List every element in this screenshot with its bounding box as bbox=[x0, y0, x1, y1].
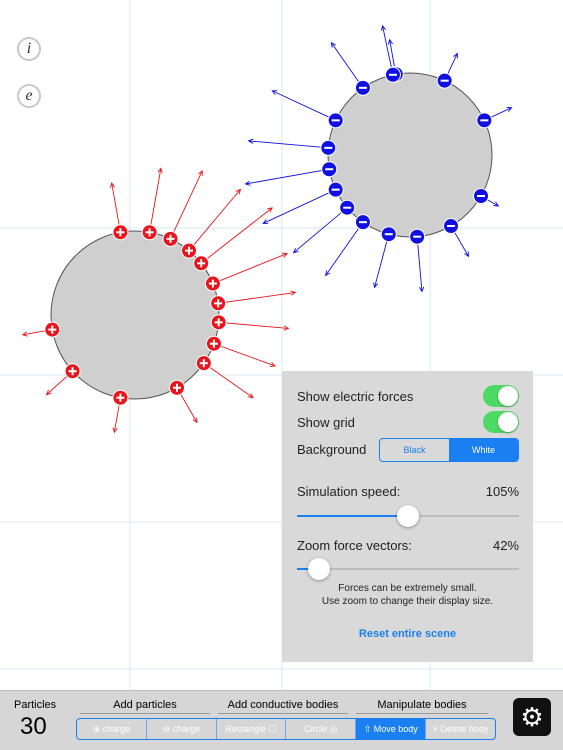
background-black-option[interactable]: Black bbox=[403, 445, 426, 455]
speed-slider-fill bbox=[297, 515, 408, 517]
show-forces-row: Show electric forces bbox=[297, 385, 519, 407]
force-vector bbox=[203, 362, 254, 398]
force-arrowhead bbox=[45, 389, 52, 396]
force-vector bbox=[382, 25, 394, 75]
force-vector bbox=[331, 42, 364, 89]
force-arrowhead bbox=[235, 188, 242, 195]
force-arrowhead bbox=[493, 201, 500, 207]
force-vector bbox=[416, 236, 423, 292]
force-arrowhead bbox=[292, 247, 299, 254]
force-vector bbox=[213, 343, 276, 367]
background-row: Background Black White bbox=[297, 438, 519, 462]
force-arrowhead bbox=[506, 107, 513, 112]
info-button[interactable]: i bbox=[17, 37, 41, 61]
force-arrowhead bbox=[267, 207, 273, 213]
speed-row: Simulation speed: 105% bbox=[297, 484, 519, 499]
show-grid-row: Show grid bbox=[297, 411, 519, 433]
force-vector bbox=[325, 221, 364, 276]
force-arrowhead bbox=[247, 393, 254, 399]
force-arrowhead bbox=[244, 180, 251, 186]
force-vector bbox=[149, 168, 162, 233]
force-arrowhead bbox=[282, 252, 289, 258]
force-vector bbox=[200, 207, 273, 264]
tool-segmented-control[interactable]: ⊕ charge ⊖ charge Rectangle ☐ Circle ◎ ⇧… bbox=[76, 718, 496, 740]
background-segmented-control[interactable]: Black White bbox=[379, 438, 519, 462]
show-forces-toggle[interactable] bbox=[483, 385, 519, 407]
force-arrowhead bbox=[109, 182, 116, 188]
background-label: Background bbox=[297, 442, 367, 457]
speed-slider-knob[interactable] bbox=[397, 505, 419, 527]
bottom-toolbar: Particles 30 Add particles Add conductiv… bbox=[0, 690, 563, 750]
zoom-label: Zoom force vectors: bbox=[297, 538, 412, 553]
force-vector bbox=[248, 140, 329, 149]
force-arrowhead bbox=[157, 167, 163, 174]
add-negative-charge-button[interactable]: ⊖ charge bbox=[147, 719, 217, 739]
force-arrowhead bbox=[387, 38, 393, 45]
zoom-slider[interactable] bbox=[297, 558, 519, 580]
gear-icon[interactable]: ⚙ bbox=[513, 698, 551, 736]
force-arrowhead bbox=[373, 282, 379, 289]
force-vector bbox=[293, 207, 348, 254]
manipulate-group-title: Manipulate bodies bbox=[356, 699, 488, 714]
settings-panel: Show electric forces Show grid Backgroun… bbox=[282, 371, 533, 662]
force-arrowhead bbox=[418, 286, 425, 293]
zoom-note-line2: Use zoom to change their display size. bbox=[321, 596, 494, 607]
force-arrowhead bbox=[262, 219, 269, 224]
add-bodies-group-title: Add conductive bodies bbox=[218, 699, 348, 714]
force-vector bbox=[374, 234, 390, 288]
show-grid-toggle[interactable] bbox=[483, 411, 519, 433]
force-arrowhead bbox=[290, 290, 297, 296]
show-forces-label: Show electric forces bbox=[297, 389, 414, 404]
electric-button[interactable]: e bbox=[17, 84, 41, 108]
force-arrowhead bbox=[325, 270, 331, 277]
force-arrowhead bbox=[380, 24, 386, 31]
force-vector bbox=[218, 321, 289, 329]
force-vector bbox=[111, 182, 121, 233]
zoom-value: 42% bbox=[492, 538, 519, 553]
force-vector bbox=[272, 90, 336, 121]
speed-label: Simulation speed: bbox=[297, 484, 401, 499]
zoom-slider-fill bbox=[297, 568, 320, 570]
force-arrowhead bbox=[192, 417, 198, 424]
force-vector bbox=[188, 189, 241, 251]
force-arrowhead bbox=[453, 52, 458, 59]
add-particles-group-title: Add particles bbox=[80, 699, 210, 714]
force-vector bbox=[245, 168, 330, 185]
force-arrowhead bbox=[269, 362, 276, 367]
force-arrowhead bbox=[21, 331, 28, 337]
particles-count: 30 bbox=[20, 713, 47, 740]
zoom-row: Zoom force vectors: 42% bbox=[297, 538, 519, 553]
force-arrowhead bbox=[112, 427, 118, 434]
force-vector bbox=[212, 253, 288, 284]
force-arrowhead bbox=[464, 251, 470, 258]
zoom-note-line1: Forces can be extremely small. bbox=[338, 583, 477, 594]
particles-label: Particles bbox=[14, 699, 57, 711]
delete-body-button[interactable]: × Delete body bbox=[432, 724, 489, 734]
move-body-button[interactable]: ⇧ Move body bbox=[356, 719, 427, 739]
force-arrowhead bbox=[283, 325, 290, 331]
reset-scene-button[interactable]: Reset entire scene bbox=[358, 628, 457, 640]
add-rectangle-button[interactable]: Rectangle ☐ bbox=[217, 719, 287, 739]
simulation-canvas[interactable] bbox=[0, 0, 563, 690]
force-vector bbox=[262, 189, 336, 224]
speed-value: 105% bbox=[485, 484, 519, 499]
zoom-note: Forces can be extremely small. Use zoom … bbox=[282, 582, 533, 608]
force-vector bbox=[218, 292, 296, 304]
background-white-option[interactable]: White bbox=[449, 439, 518, 461]
speed-slider[interactable] bbox=[297, 505, 519, 527]
add-positive-charge-button[interactable]: ⊕ charge bbox=[77, 719, 147, 739]
add-circle-button[interactable]: Circle ◎ bbox=[286, 719, 357, 739]
zoom-slider-knob[interactable] bbox=[308, 558, 331, 580]
force-arrowhead bbox=[330, 41, 337, 48]
force-arrowhead bbox=[247, 138, 254, 144]
show-grid-label: Show grid bbox=[297, 415, 355, 430]
force-vector bbox=[170, 170, 203, 240]
force-arrowhead bbox=[271, 90, 278, 95]
force-arrowhead bbox=[198, 169, 203, 176]
